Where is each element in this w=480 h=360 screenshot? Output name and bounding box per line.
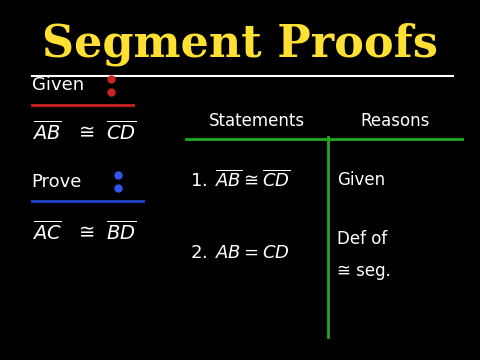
Text: Statements: Statements [209, 112, 305, 130]
Text: Given: Given [337, 171, 385, 189]
Text: Def of: Def of [337, 230, 388, 248]
Text: Reasons: Reasons [360, 112, 430, 130]
Text: Given: Given [32, 76, 84, 94]
Text: $\cong$: $\cong$ [74, 122, 95, 141]
Text: Segment Proofs: Segment Proofs [42, 23, 438, 66]
Text: $\overline{BD}$: $\overline{BD}$ [106, 220, 137, 244]
Text: $\overline{AC}$: $\overline{AC}$ [32, 220, 61, 244]
Text: Prove: Prove [32, 173, 82, 191]
Text: ≅ seg.: ≅ seg. [337, 262, 391, 280]
Text: $\overline{CD}$: $\overline{CD}$ [106, 120, 137, 144]
Text: $2.\;AB = CD$: $2.\;AB = CD$ [190, 244, 290, 262]
Text: $1.\;\overline{AB}\cong\overline{CD}$: $1.\;\overline{AB}\cong\overline{CD}$ [190, 169, 291, 191]
Text: $\overline{AB}$: $\overline{AB}$ [32, 120, 61, 144]
Text: $\cong$: $\cong$ [74, 222, 95, 241]
